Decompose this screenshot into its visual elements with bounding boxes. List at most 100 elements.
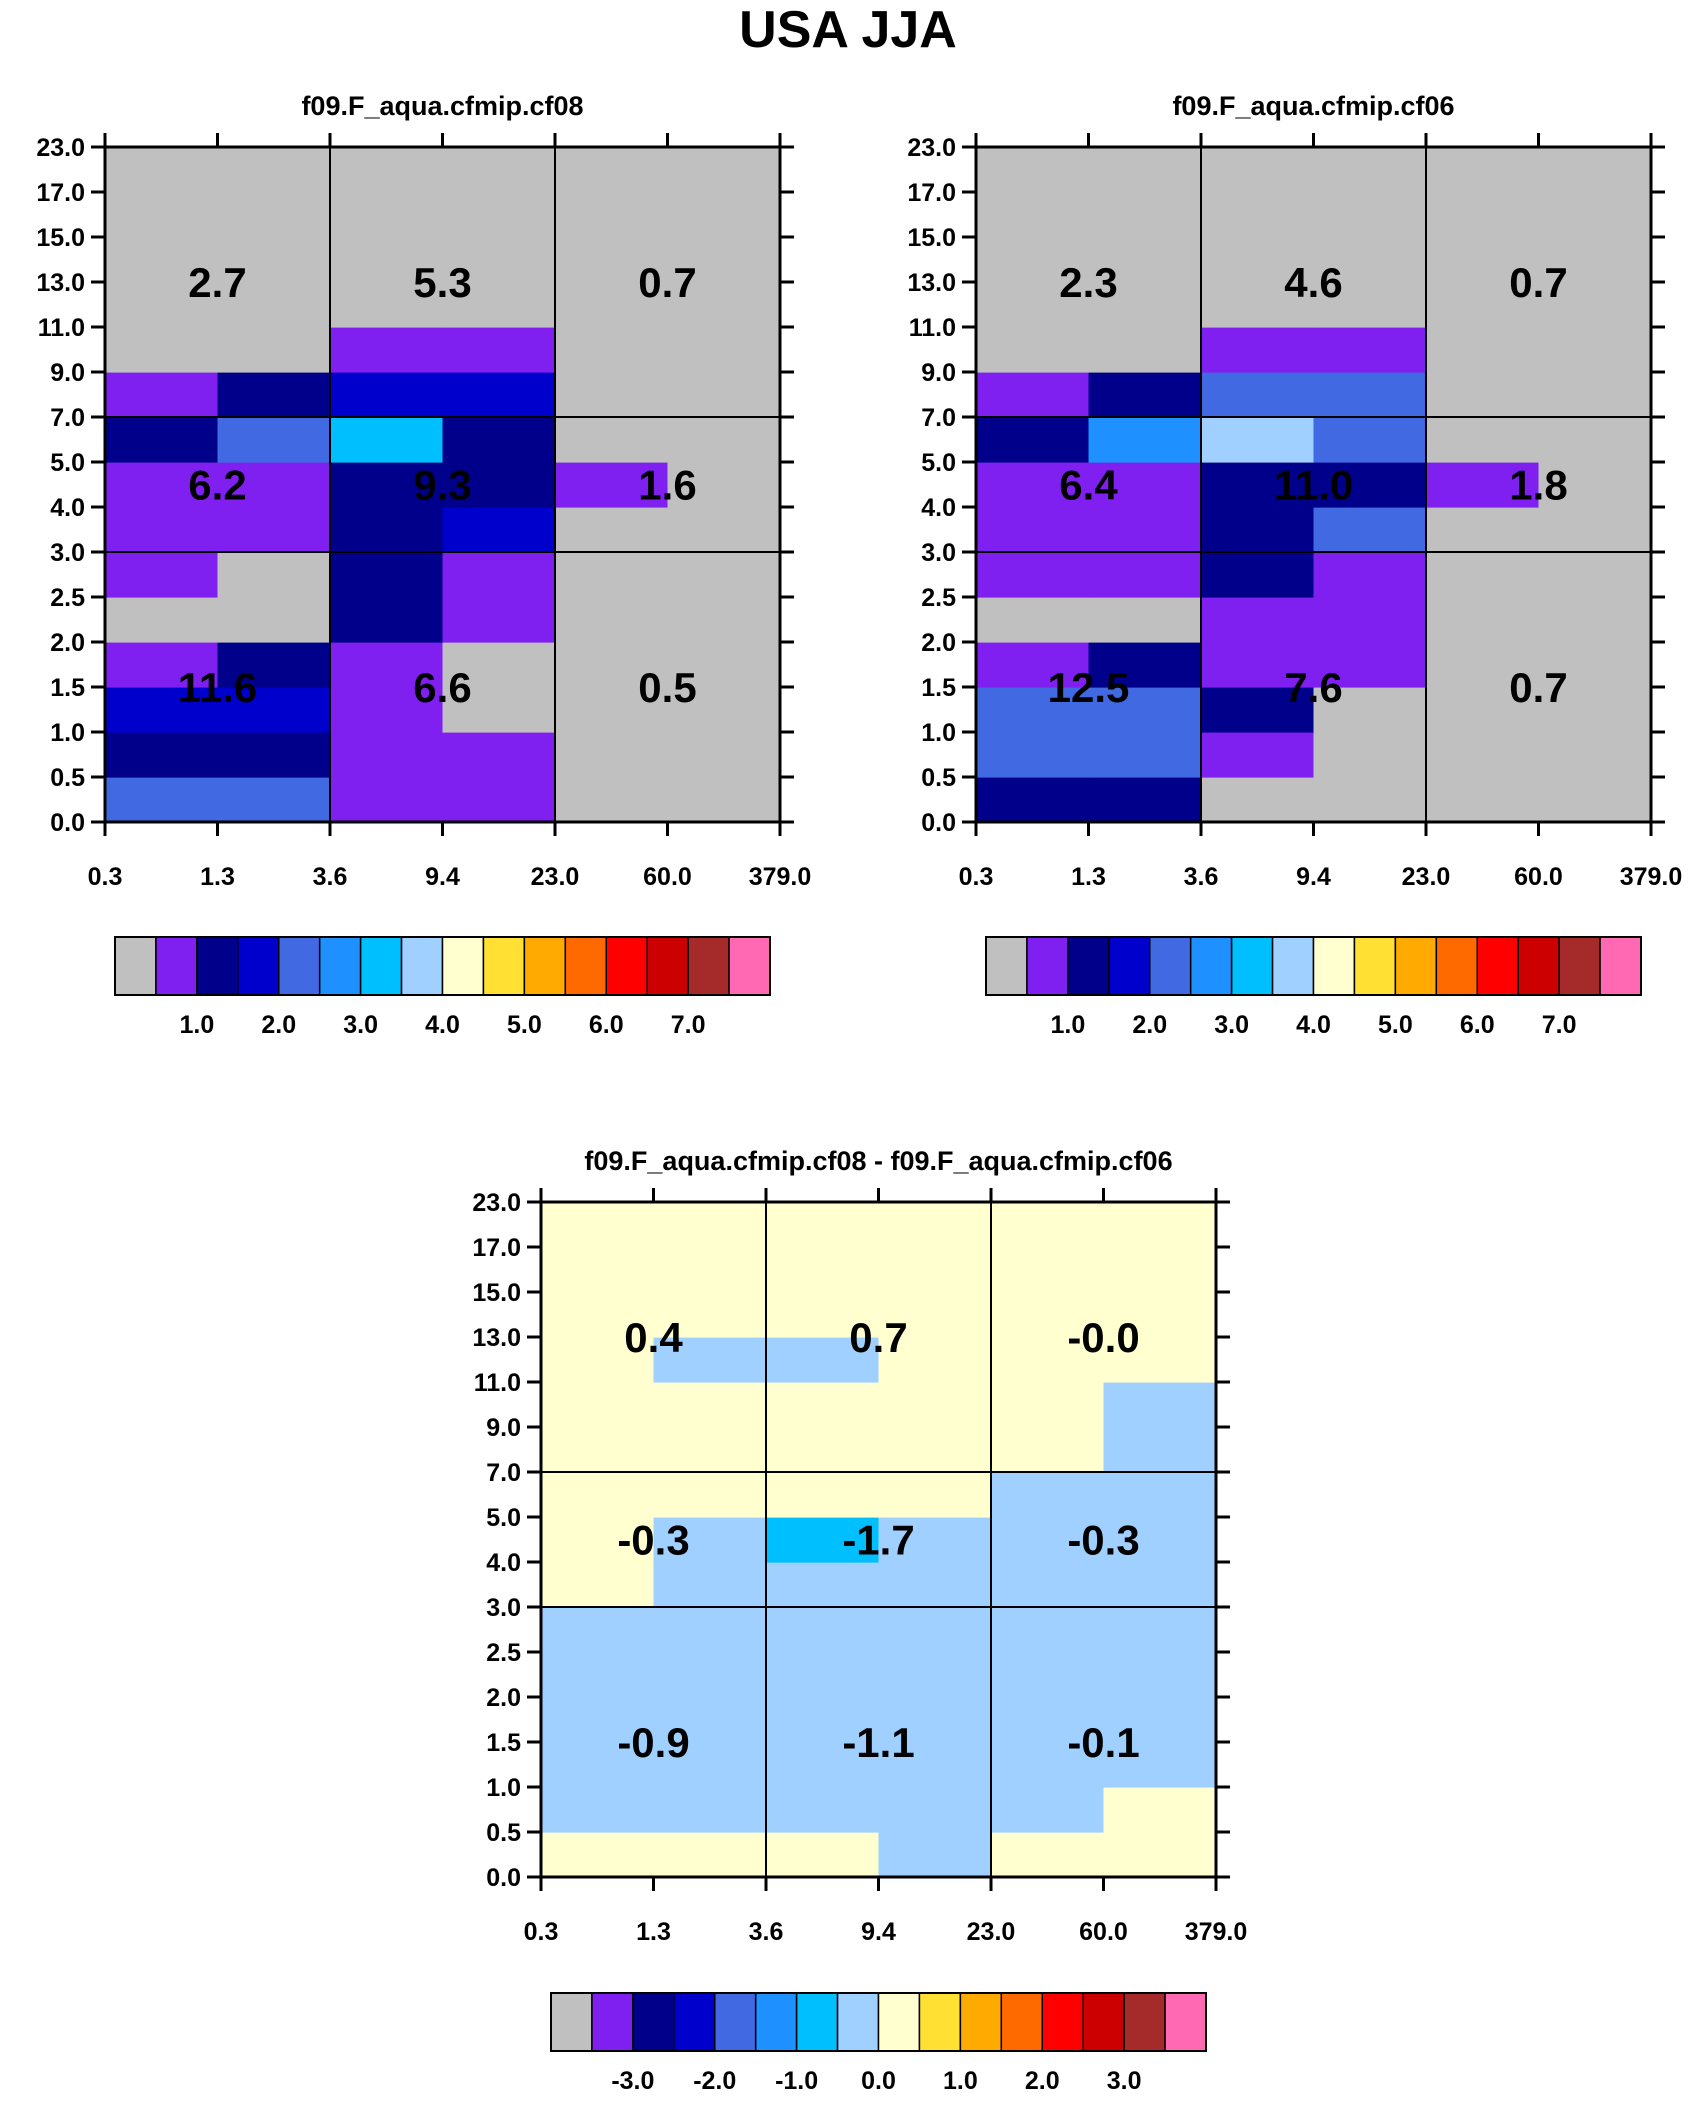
histogram-bin (1426, 552, 1540, 598)
colorbar-label: 2.0 (1132, 1011, 1167, 1039)
histogram-bin (1088, 237, 1202, 283)
histogram-bin (442, 282, 556, 328)
colorbar-label: 6.0 (589, 1011, 624, 1039)
histogram-bin (653, 1292, 767, 1338)
histogram-bin (878, 1607, 992, 1653)
colorbar-swatch (1353, 936, 1397, 996)
histogram-bin (330, 237, 444, 283)
x-tick-label: 1.3 (636, 1918, 671, 1946)
histogram-bin (1538, 237, 1652, 283)
colorbar-swatch (1476, 936, 1519, 996)
colorbar-label: 1.0 (1050, 1011, 1085, 1039)
y-tick-label: 23.0 (472, 1189, 521, 1217)
colorbar-swatch (754, 1992, 798, 2052)
histogram-bin (105, 192, 219, 238)
histogram-bin (653, 1607, 767, 1653)
histogram-bin (555, 327, 669, 373)
histogram-bin (766, 1697, 880, 1743)
histogram-bin (991, 1832, 1105, 1878)
colorbar-label: 3.0 (1107, 2067, 1142, 2095)
histogram-bin (653, 1562, 767, 1608)
y-tick-label: 3.0 (486, 1594, 521, 1622)
y-tick-label: 11.0 (909, 314, 956, 342)
colorbar-swatch (1558, 936, 1601, 996)
colorbar-swatch (318, 936, 362, 996)
histogram-bin (555, 282, 669, 328)
histogram-bin (991, 1337, 1105, 1383)
histogram-bin (1088, 552, 1202, 598)
colorbar-label: 2.0 (261, 1011, 296, 1039)
histogram-bin (555, 687, 669, 733)
histogram-bin (1088, 507, 1202, 553)
y-tick-label: 7.0 (921, 404, 956, 432)
box-total-label: 2.7 (188, 259, 246, 306)
histogram-bin (442, 732, 556, 778)
histogram-bin (878, 1517, 992, 1563)
histogram-bin (667, 237, 781, 283)
colorbar-swatch (1041, 1992, 1084, 2052)
colorbar-label: 7.0 (671, 1011, 706, 1039)
y-tick-label: 1.0 (50, 719, 85, 747)
colorbar-swatch (523, 936, 567, 996)
y-tick-label: 0.5 (50, 764, 85, 792)
colorbar-swatch (1230, 936, 1274, 996)
histogram-bin (667, 597, 781, 643)
histogram-bin (541, 1472, 655, 1518)
box-total-label: 1.6 (638, 462, 696, 509)
histogram-bin (1201, 642, 1315, 688)
y-tick-label: 9.0 (921, 359, 956, 387)
histogram-bin (105, 687, 219, 733)
colorbar-swatch (959, 1992, 1003, 2052)
histogram-bin (1313, 237, 1427, 283)
histogram-bin (1103, 1697, 1217, 1743)
histogram-bin (555, 732, 669, 778)
histogram-bin (1313, 687, 1427, 733)
histogram-bin (442, 147, 556, 193)
colorbar-swatch (1189, 936, 1233, 996)
histogram-bin (1538, 327, 1652, 373)
histogram-bin (878, 1427, 992, 1473)
x-tick-label: 0.3 (959, 863, 994, 891)
histogram-bin (105, 372, 219, 418)
histogram-bin (1426, 732, 1540, 778)
y-tick-label: 0.5 (921, 764, 956, 792)
y-tick-label: 5.0 (50, 449, 85, 477)
histogram-bin (330, 597, 444, 643)
histogram-bin (1103, 1832, 1217, 1878)
histogram-bin (1088, 732, 1202, 778)
histogram-bin (330, 372, 444, 418)
histogram-bin (105, 777, 219, 823)
histogram-bin (105, 462, 219, 508)
histogram-bin (1426, 327, 1540, 373)
box-total-label: 5.3 (413, 259, 471, 306)
histogram-bin (653, 1202, 767, 1248)
colorbar-swatch (359, 936, 403, 996)
histogram-bin (878, 1382, 992, 1428)
box-total-label: 0.7 (1509, 664, 1567, 711)
histogram-bin (1103, 1562, 1217, 1608)
y-tick-label: 1.5 (921, 674, 956, 702)
box-total-label: 4.6 (1284, 259, 1342, 306)
histogram-bin (1103, 1427, 1217, 1473)
histogram-bin (1313, 147, 1427, 193)
x-tick-label: 379.0 (749, 863, 812, 891)
histogram-bin (105, 642, 219, 688)
histogram-bin (217, 597, 331, 643)
box-total-label: 6.6 (413, 664, 471, 711)
histogram-bin (330, 192, 444, 238)
histogram-bin (766, 1517, 880, 1563)
histogram-bin (976, 147, 1090, 193)
histogram-bin (667, 642, 781, 688)
colorbar-swatch (196, 936, 239, 996)
histogram-bin (442, 462, 556, 508)
histogram-bin (1426, 597, 1540, 643)
histogram-bin (442, 597, 556, 643)
colorbar-swatch (441, 936, 485, 996)
box-total-label: 9.3 (413, 462, 471, 509)
histogram-bin (1088, 462, 1202, 508)
colorbar-label: 4.0 (1296, 1011, 1331, 1039)
histogram-bin (667, 192, 781, 238)
histogram-bin (1538, 372, 1652, 418)
colorbar-label: 6.0 (1460, 1011, 1495, 1039)
histogram-bin (217, 687, 331, 733)
